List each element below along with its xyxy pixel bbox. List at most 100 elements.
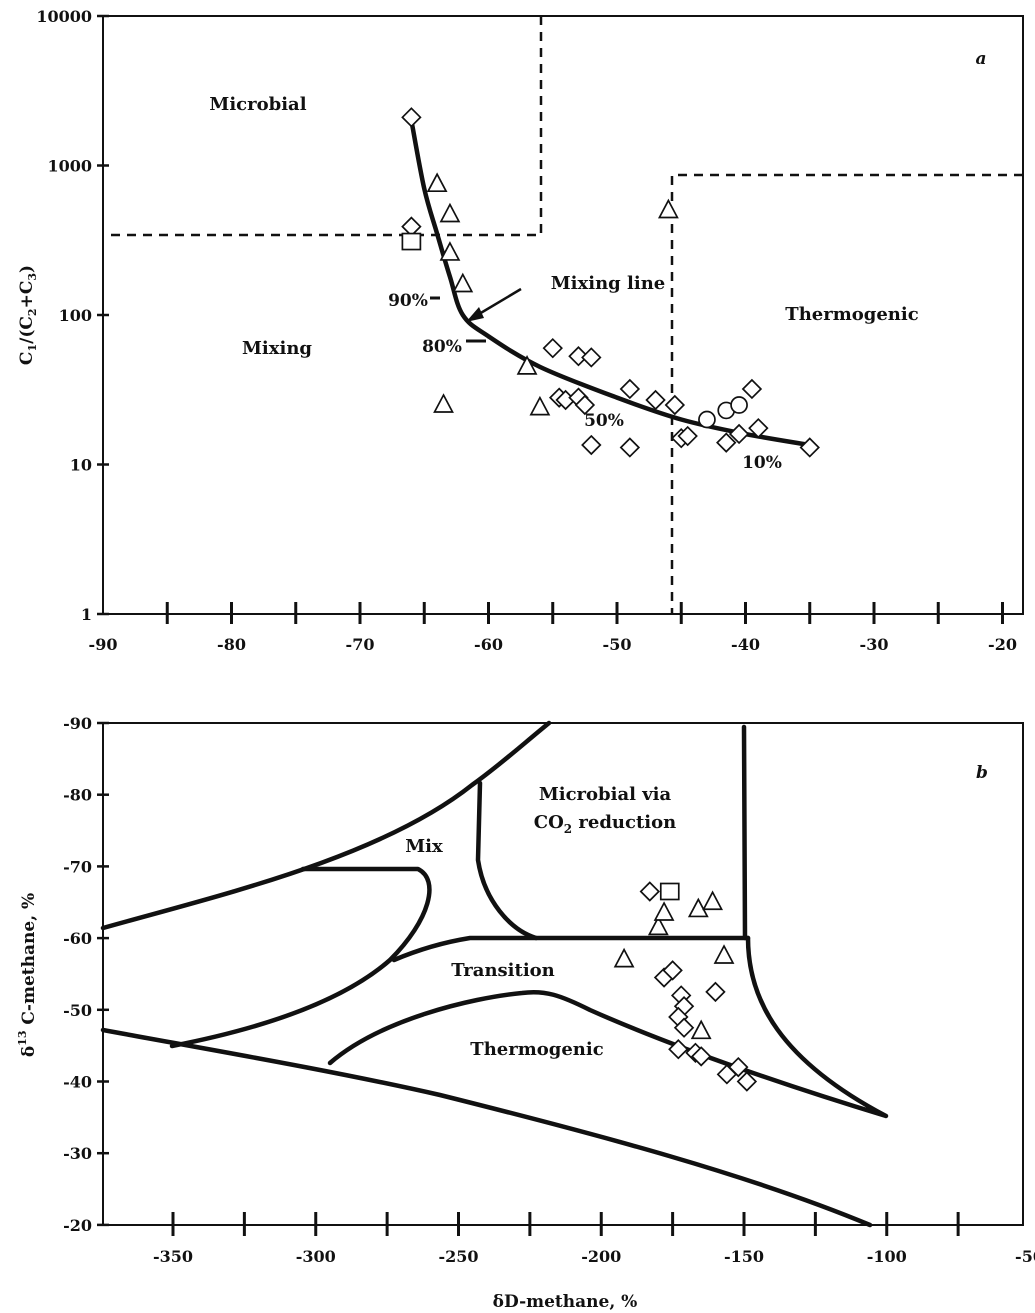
thermogenic-boundary [670,173,1023,614]
triangle-point [653,901,675,921]
x-tick-label: -200 [581,1247,621,1266]
panel-b: -350 -300 -250 -200 -150 -100 -50 -90 -80 -70 -60… [16,714,1035,1312]
y-tick-label: -90 [63,714,92,733]
panel-b-x-axis-title: δD-methane, % [493,1292,638,1312]
panel-a-points [401,107,820,458]
field-boundary-lower [100,1027,873,1228]
panel-a-x-ticks: -90 -80 -70 -60 -50 -40 -30 -20 [89,602,1017,654]
panel-b-y-ticks: -90 -80 -70 -60 -50 -40 -30 -20 [63,714,109,1235]
y-tick-label: -60 [63,929,92,948]
x-tick-label: -350 [153,1247,193,1266]
percent-label-80: 80% [422,337,462,357]
y-tick-label: -70 [63,857,92,876]
circle-point [730,396,748,414]
panel-b-label: b [976,763,988,783]
diamond-point [673,1017,695,1038]
mix-right-boundary [475,780,539,941]
triangle-point [687,897,709,918]
panel-a-label: a [975,49,986,69]
diamond-point [619,437,641,458]
diamond-point [716,432,737,453]
x-tick-label: -20 [988,635,1017,654]
diamond-point [736,1071,758,1092]
triangle-point [426,172,448,193]
panel-b-plot-frame [102,722,1024,1226]
field-boundary-upper [100,720,552,931]
diamond-point [581,434,602,456]
y-tick-label: -50 [63,1001,92,1020]
percent-label-90: 90% [388,291,428,311]
diamond-point [639,881,660,902]
y-tick-label: 100 [59,306,92,325]
diamond-point [619,378,641,400]
y-tick-label: 10000 [36,7,92,26]
mix-left-boundary [169,866,432,1049]
triangle-point [516,355,538,375]
triangle-point [657,198,679,219]
microbial-boundary [103,16,543,237]
region-label-microbial-line2: CO2 reduction [534,812,676,836]
x-tick-label: -300 [296,1247,336,1266]
circle-point [698,410,716,429]
triangle-point [439,202,461,223]
diamond-point [645,389,666,411]
diamond-point [568,346,589,367]
triangle-point [529,395,551,416]
region-label-mix: Mix [405,836,443,857]
transition-upper-boundary [391,935,751,963]
panel-b-points [613,881,758,1092]
triangle-point [647,915,669,936]
diamond-point [728,1056,749,1078]
diamond-point [690,1046,712,1067]
x-tick-label: -90 [89,635,118,654]
diamond-point [677,425,698,447]
square-point [401,232,422,251]
x-tick-label: -80 [217,635,246,654]
x-tick-label: -60 [474,635,503,654]
percent-label-50: 50% [584,411,624,431]
panel-b-y-axis-title: δ13 C-methane, % [16,893,39,1057]
region-label-microbial: Microbial [209,94,306,115]
x-tick-label: -250 [438,1247,478,1266]
panel-a-y-ticks: 1 10 100 1000 10000 [36,7,109,624]
panel-b-x-ticks: -350 -300 -250 -200 -150 -100 -50 [153,1212,1035,1266]
diamond-point [748,417,769,439]
triangle-point [433,393,454,413]
triangle-point [702,890,724,911]
diamond-point [574,394,596,416]
diamond-point [668,1039,689,1060]
diamond-point [728,423,750,445]
percent-label-10: 10% [742,453,782,473]
triangle-point [713,944,735,964]
panel-b-field-boundaries [100,720,889,1228]
region-label-microbial-line1: Microbial via [539,784,672,805]
diamond-point [581,347,602,368]
region-label-transition: Transition [451,960,555,981]
mixing-line-arrow [466,287,522,322]
diamond-point [542,337,563,359]
microbial-right-boundary [741,724,748,941]
triangle-point [439,241,461,261]
x-tick-label: -30 [860,635,889,654]
mixing-line-label: Mixing line [551,273,666,294]
y-tick-label: 1000 [47,157,92,176]
x-tick-label: -50 [1015,1247,1035,1266]
y-tick-label: -20 [63,1216,92,1235]
panel-a-y-axis-title: C1/(C2+C3) [17,265,39,365]
y-tick-label: -30 [63,1144,92,1163]
diamond-point [705,981,726,1003]
diamond-point [662,960,683,981]
y-tick-label: -80 [63,786,92,805]
triangle-point [613,947,635,968]
y-tick-label: 10 [70,456,92,475]
y-tick-label: 1 [81,605,92,624]
triangle-point [452,272,474,293]
x-tick-label: -150 [724,1247,764,1266]
x-tick-label: -100 [867,1247,907,1266]
diamond-point [741,378,763,400]
region-label-thermogenic-b: Thermogenic [470,1039,603,1060]
x-tick-label: -50 [603,635,632,654]
x-tick-label: -40 [731,635,760,654]
x-tick-label: -70 [346,635,375,654]
